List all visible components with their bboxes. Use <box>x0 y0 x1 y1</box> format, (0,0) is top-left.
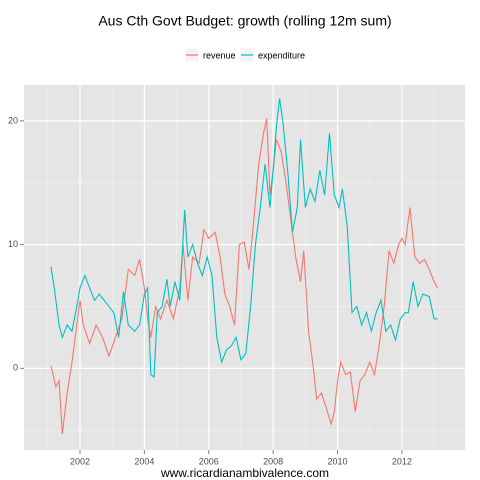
chart-title: Aus Cth Govt Budget: growth (rolling 12m… <box>98 13 391 29</box>
x-axis-label: www.ricardianambivalence.com <box>160 466 329 480</box>
x-tick-label: 2006 <box>199 456 219 466</box>
x-tick-label: 2008 <box>263 456 283 466</box>
legend-label: expenditure <box>258 50 305 60</box>
y-tick-label: 20 <box>8 115 18 125</box>
x-tick-label: 2002 <box>70 456 90 466</box>
x-tick-label: 2012 <box>392 456 412 466</box>
plot-panel <box>24 85 465 450</box>
legend-label: revenue <box>203 50 236 60</box>
y-tick-label: 0 <box>13 363 18 373</box>
x-tick-label: 2010 <box>328 456 348 466</box>
x-tick-label: 2004 <box>134 456 154 466</box>
y-tick-label: 10 <box>8 239 18 249</box>
line <box>50 98 438 379</box>
